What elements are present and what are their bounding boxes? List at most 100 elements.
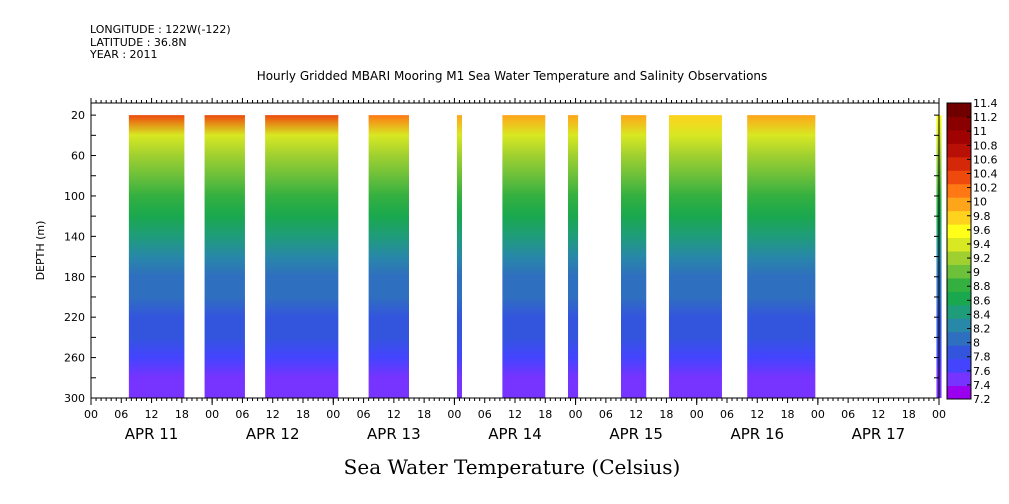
data-block: [368, 115, 409, 398]
colorbar-swatch: [947, 304, 971, 319]
colorbar-swatch: [947, 103, 971, 117]
day-label: APR 17: [852, 425, 906, 443]
data-block: [621, 115, 647, 398]
colorbar-swatch: [947, 385, 971, 400]
data-block: [128, 115, 185, 398]
day-label: APR 13: [367, 425, 421, 443]
colorbar-label: 7.4: [973, 379, 991, 392]
x-tick-label: 06: [841, 408, 855, 421]
x-tick-label: 12: [387, 408, 401, 421]
colorbar-label: 8: [973, 337, 980, 350]
day-label: APR 14: [488, 425, 542, 443]
data-block: [265, 115, 339, 398]
day-label: APR 16: [730, 425, 784, 443]
data-block: [456, 115, 462, 398]
x-axis-label: Sea Water Temperature (Celsius): [344, 455, 681, 479]
y-tick-label: 60: [71, 150, 85, 163]
colorbar-swatch: [947, 129, 971, 144]
colorbar-label: 8.4: [973, 308, 991, 321]
colorbar-label: 10.6: [973, 153, 998, 166]
x-tick-label: 06: [599, 408, 613, 421]
colorbar-label: 8.8: [973, 280, 991, 293]
year-label: YEAR : 2011: [90, 48, 158, 61]
colorbar-label: 9: [973, 266, 980, 279]
y-tick-label: 300: [64, 392, 85, 405]
x-tick-label: 00: [932, 408, 946, 421]
colorbar-label: 9.8: [973, 210, 991, 223]
colorbar-swatch: [947, 197, 971, 212]
x-tick-label: 18: [417, 408, 431, 421]
colorbar-swatch: [947, 251, 971, 265]
x-tick-label: 06: [114, 408, 128, 421]
x-tick-label: 18: [538, 408, 552, 421]
x-tick-label: 00: [326, 408, 340, 421]
x-tick-label: 18: [296, 408, 310, 421]
colorbar-swatch: [947, 264, 971, 279]
x-tick-label: 18: [175, 408, 189, 421]
colorbar-label: 9.2: [973, 252, 991, 265]
colorbar-label: 8.2: [973, 323, 991, 336]
colorbar-label: 10.2: [973, 182, 998, 195]
x-tick-label: 18: [902, 408, 916, 421]
colorbar-label: 10.8: [973, 139, 998, 152]
colorbar-swatch: [947, 170, 971, 185]
day-label: APR 15: [609, 425, 663, 443]
x-tick-label: 00: [205, 408, 219, 421]
y-tick-label: 100: [64, 190, 85, 203]
colorbar-swatch: [947, 372, 971, 387]
colorbar-label: 11: [973, 125, 987, 138]
x-tick-label: 06: [478, 408, 492, 421]
data-block: [747, 115, 816, 398]
x-tick-label: 12: [750, 408, 764, 421]
chart-title: Hourly Gridded MBARI Mooring M1 Sea Wate…: [257, 69, 768, 83]
x-tick-label: 18: [781, 408, 795, 421]
colorbar-swatch: [947, 331, 971, 346]
x-tick-label: 18: [659, 408, 673, 421]
colorbar-swatch: [947, 358, 971, 373]
x-tick-label: 06: [235, 408, 249, 421]
x-tick-label: 06: [720, 408, 734, 421]
colorbar-swatch: [947, 277, 971, 292]
colorbar-swatch: [947, 237, 971, 252]
y-tick-label: 140: [64, 230, 85, 243]
longitude-label: LONGITUDE : 122W(-122): [90, 23, 231, 36]
x-tick-label: 06: [357, 408, 371, 421]
colorbar-label: 10: [973, 196, 987, 209]
x-tick-label: 12: [629, 408, 643, 421]
y-tick-label: 180: [64, 271, 85, 284]
colorbar-swatch: [947, 291, 971, 306]
day-label: APR 11: [125, 425, 179, 443]
x-tick-label: 12: [266, 408, 280, 421]
colorbar-label: 11.2: [973, 111, 998, 124]
colorbar-label: 8.6: [973, 294, 991, 307]
x-tick-label: 12: [508, 408, 522, 421]
colorbar-swatch: [947, 318, 971, 333]
x-tick-label: 00: [569, 408, 583, 421]
y-tick-label: 260: [64, 352, 85, 365]
x-tick-label: 00: [84, 408, 98, 421]
x-tick-label: 00: [811, 408, 825, 421]
colorbar-label: 7.2: [973, 393, 991, 406]
latitude-label: LATITUDE : 36.8N: [90, 36, 187, 49]
colorbar-swatch: [947, 156, 971, 171]
data-block: [668, 115, 722, 398]
data-block: [204, 115, 245, 398]
y-axis-label: DEPTH (m): [34, 221, 47, 281]
colorbar-label: 7.8: [973, 351, 991, 364]
colorbar-swatch: [947, 345, 971, 360]
colorbar-swatch: [947, 116, 971, 131]
colorbar-label: 7.6: [973, 365, 991, 378]
colorbar-swatch: [947, 183, 971, 198]
y-tick-label: 220: [64, 311, 85, 324]
colorbar-swatch: [947, 210, 971, 225]
x-tick-label: 12: [871, 408, 885, 421]
colorbar-label: 10.4: [973, 167, 998, 180]
colorbar-label: 9.4: [973, 238, 991, 251]
y-tick-label: 20: [71, 109, 85, 122]
colorbar-label: 9.6: [973, 224, 991, 237]
x-tick-label: 00: [447, 408, 461, 421]
colorbar-label: 11.4: [973, 97, 998, 110]
colorbar-frame: [946, 102, 972, 400]
day-label: APR 12: [246, 425, 300, 443]
